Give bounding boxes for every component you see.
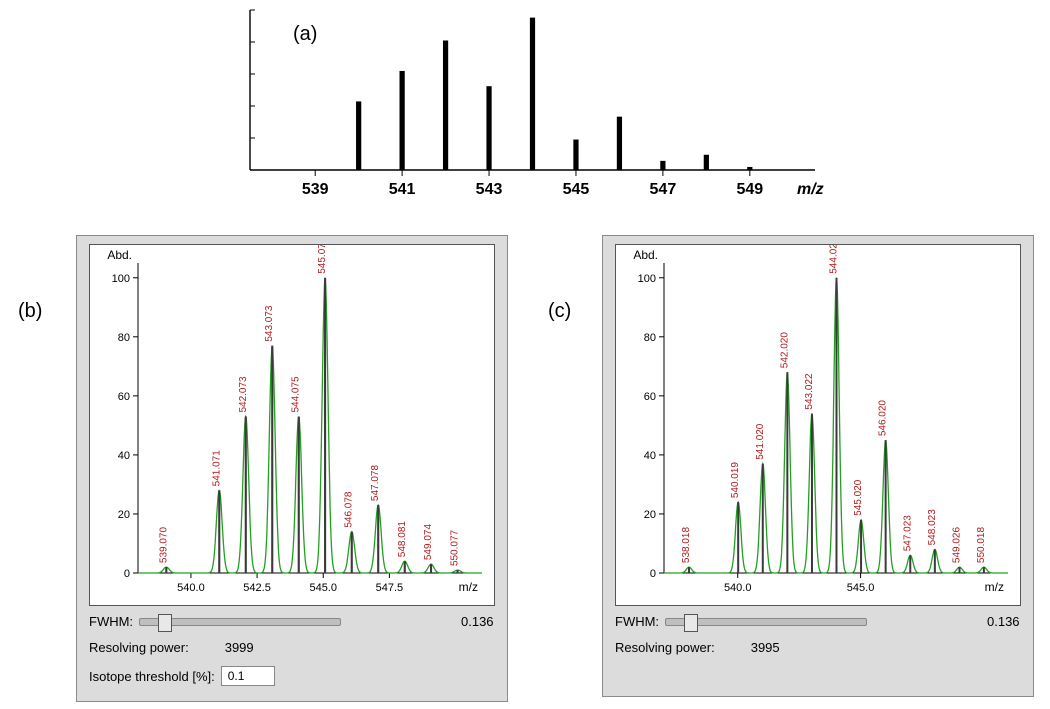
svg-text:542.073: 542.073 (238, 376, 249, 413)
spectrum-c: 0 20 40 60 80 100 540.0 545.0 Abd. m/z 538.018 540.… (616, 245, 1020, 605)
svg-text:0: 0 (124, 568, 130, 580)
svg-text:545: 545 (563, 181, 590, 198)
svg-text:Abd.: Abd. (107, 248, 132, 262)
svg-text:547.023: 547.023 (902, 515, 913, 552)
svg-text:540.019: 540.019 (730, 462, 741, 499)
svg-text:540.0: 540.0 (177, 582, 205, 594)
svg-text:549.074: 549.074 (423, 524, 434, 561)
fwhm-value: 0.136 (987, 614, 1020, 629)
svg-text:20: 20 (118, 509, 130, 521)
svg-text:544.02: 544.02 (828, 245, 839, 274)
iso-label: Isotope threshold [%]: (89, 669, 215, 684)
svg-text:60: 60 (118, 391, 130, 403)
svg-text:546.020: 546.020 (878, 400, 889, 437)
svg-text:545.0: 545.0 (309, 582, 337, 594)
svg-text:541.020: 541.020 (755, 423, 766, 460)
label-c: (c) (548, 300, 571, 323)
svg-text:545.0: 545.0 (847, 582, 875, 594)
svg-text:542.020: 542.020 (779, 332, 790, 369)
svg-text:547.5: 547.5 (376, 582, 404, 594)
svg-text:m/z: m/z (797, 181, 824, 198)
fwhm-slider-thumb[interactable] (158, 614, 172, 632)
svg-text:547: 547 (650, 181, 677, 198)
fwhm-slider[interactable] (665, 618, 867, 626)
svg-text:542.5: 542.5 (243, 582, 271, 594)
rp-label: Resolving power: (89, 640, 189, 655)
panel-b: 0 20 40 60 80 100 540.0 542.5 545.0 547.5 Abd. m/z 5… (76, 235, 508, 702)
svg-text:0: 0 (650, 568, 656, 580)
fwhm-label: FWHM: (89, 614, 133, 629)
svg-text:543.073: 543.073 (264, 305, 275, 342)
svg-text:m/z: m/z (985, 580, 1004, 594)
svg-text:543: 543 (476, 181, 503, 198)
svg-text:543.022: 543.022 (804, 373, 815, 410)
plot-area-b: 0 20 40 60 80 100 540.0 542.5 545.0 547.5 Abd. m/z 5… (89, 244, 495, 606)
rp-row-b: Resolving power: 3999 (89, 640, 254, 655)
rp-value: 3999 (225, 640, 254, 655)
svg-text:548.023: 548.023 (927, 509, 938, 546)
svg-text:100: 100 (112, 273, 130, 285)
spectrum-a: 539 541 543 545 547 549 m/z (225, 5, 825, 205)
fwhm-slider-thumb[interactable] (684, 614, 698, 632)
iso-input[interactable]: 0.1 (221, 666, 275, 686)
svg-text:Abd.: Abd. (633, 248, 658, 262)
rp-row-c: Resolving power: 3995 (615, 640, 780, 655)
fwhm-row-b: FWHM: 0.136 (89, 614, 341, 629)
svg-text:549.026: 549.026 (951, 527, 962, 564)
fwhm-label: FWHM: (615, 614, 659, 629)
fwhm-row-c: FWHM: 0.136 (615, 614, 867, 629)
rp-value: 3995 (751, 640, 780, 655)
label-b: (b) (18, 300, 42, 323)
svg-text:20: 20 (644, 509, 656, 521)
spectrum-b: 0 20 40 60 80 100 540.0 542.5 545.0 547.5 Abd. m/z 5… (90, 245, 494, 605)
svg-text:549: 549 (736, 181, 763, 198)
svg-text:541: 541 (389, 181, 416, 198)
rp-label: Resolving power: (615, 640, 715, 655)
svg-text:539.070: 539.070 (158, 527, 169, 564)
svg-text:540.0: 540.0 (724, 582, 752, 594)
svg-text:545.07: 545.07 (317, 245, 328, 274)
panel-c: 0 20 40 60 80 100 540.0 545.0 Abd. m/z 538.018 540.… (602, 235, 1034, 697)
svg-text:550.077: 550.077 (450, 529, 461, 566)
fwhm-value: 0.136 (461, 614, 494, 629)
svg-text:550.018: 550.018 (976, 527, 987, 564)
svg-text:40: 40 (644, 450, 656, 462)
svg-text:548.081: 548.081 (397, 521, 408, 558)
svg-text:100: 100 (638, 273, 656, 285)
svg-text:547.078: 547.078 (370, 465, 381, 502)
svg-text:538.018: 538.018 (681, 527, 692, 564)
svg-text:539: 539 (302, 181, 329, 198)
svg-text:541.071: 541.071 (211, 450, 222, 487)
svg-text:546.078: 546.078 (344, 491, 355, 528)
plot-area-c: 0 20 40 60 80 100 540.0 545.0 Abd. m/z 538.018 540.… (615, 244, 1021, 606)
iso-row-b: Isotope threshold [%]: 0.1 (89, 666, 275, 686)
svg-text:m/z: m/z (459, 580, 478, 594)
svg-text:80: 80 (644, 332, 656, 344)
svg-text:40: 40 (118, 450, 130, 462)
fwhm-slider[interactable] (139, 618, 341, 626)
svg-text:544.075: 544.075 (291, 376, 302, 413)
svg-text:80: 80 (118, 332, 130, 344)
svg-text:60: 60 (644, 391, 656, 403)
svg-text:545.020: 545.020 (853, 479, 864, 516)
